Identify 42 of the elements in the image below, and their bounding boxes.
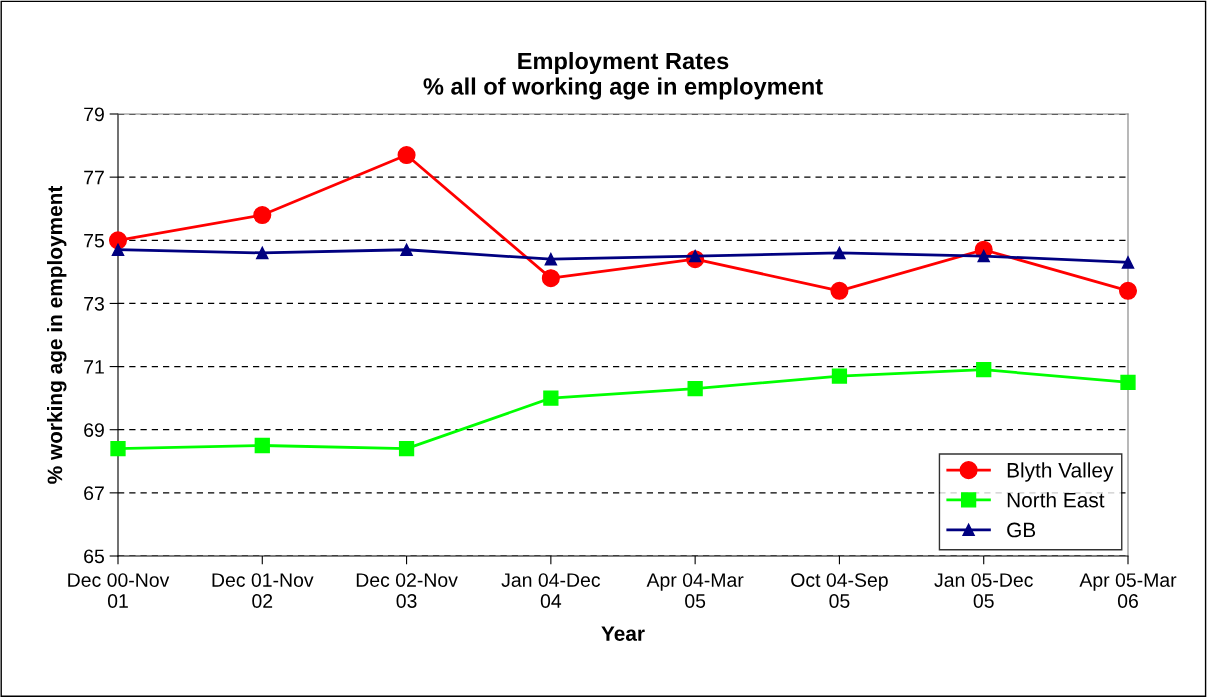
point bbox=[1121, 256, 1135, 269]
point bbox=[541, 269, 560, 288]
point bbox=[831, 368, 848, 384]
x-tick-label: Dec 01-Nov 02 bbox=[212, 573, 314, 608]
point bbox=[108, 231, 128, 250]
point bbox=[830, 281, 849, 300]
point bbox=[253, 206, 272, 225]
y-tick-label: 79 bbox=[84, 107, 104, 122]
x-tick-label: Dec 02-Nov 03 bbox=[356, 573, 458, 608]
point bbox=[254, 437, 270, 454]
x-tick-label: Dec 00-Nov 01 bbox=[68, 573, 170, 608]
point bbox=[543, 390, 559, 406]
y-tick-label: 75 bbox=[84, 233, 104, 248]
x-tick-label: Jan 05-Dec 05 bbox=[934, 573, 1033, 608]
point bbox=[256, 246, 269, 260]
legend-label: North East bbox=[1007, 492, 1105, 508]
x-axis-title: Year bbox=[601, 626, 645, 641]
point bbox=[687, 381, 703, 397]
point bbox=[544, 252, 558, 266]
x-tick-label: Apr 04-Mar 05 bbox=[646, 573, 744, 608]
legend-label: GB bbox=[1007, 522, 1036, 538]
point bbox=[110, 441, 126, 457]
point bbox=[111, 243, 125, 257]
x-tick-label: Oct 04-Sep 05 bbox=[791, 573, 888, 608]
y-tick-label: 71 bbox=[84, 360, 104, 374]
y-axis-title: % working age in employment bbox=[47, 185, 67, 484]
x-tick-label: Apr 05-Mar 06 bbox=[1079, 573, 1177, 608]
chart-title: Employment Rates % all of working age in employment bbox=[423, 52, 823, 100]
point bbox=[398, 441, 415, 457]
y-tick-label: 69 bbox=[84, 423, 104, 437]
y-tick-label: 67 bbox=[84, 486, 104, 501]
x-tick-label: Jan 04-Dec 04 bbox=[501, 573, 601, 608]
point bbox=[976, 362, 992, 378]
y-tick-label: 65 bbox=[84, 549, 104, 564]
y-tick-label: 73 bbox=[84, 296, 104, 311]
point bbox=[1118, 281, 1138, 300]
point bbox=[397, 146, 416, 165]
point bbox=[833, 246, 846, 260]
point bbox=[400, 243, 413, 257]
point bbox=[1120, 374, 1136, 390]
legend-label: Blyth Valley bbox=[1007, 462, 1114, 482]
y-tick-label: 77 bbox=[84, 170, 104, 185]
